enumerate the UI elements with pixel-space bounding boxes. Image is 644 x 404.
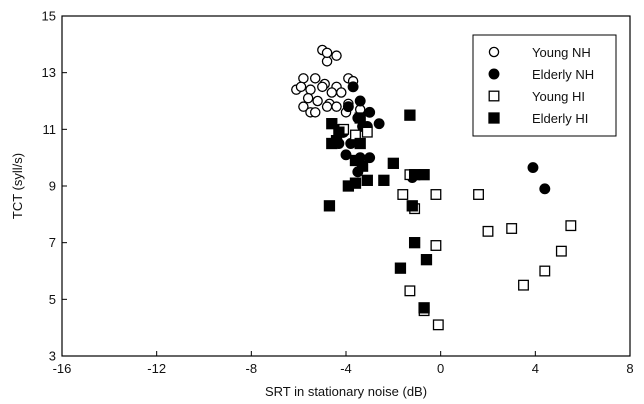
young-hi-point: [506, 223, 518, 234]
x-tick-label: 8: [626, 361, 633, 376]
legend-marker: [488, 46, 500, 58]
x-tick-label: 0: [437, 361, 444, 376]
data-points: [291, 44, 577, 331]
young-nh-point: [331, 50, 342, 61]
young-hi-point: [518, 279, 529, 291]
young-nh-point: [336, 87, 347, 98]
young-hi-point: [473, 189, 484, 200]
x-axis-ticks: -16 -12 -8 -4 0 4 8: [53, 351, 634, 376]
elderly-hi-point: [354, 137, 366, 150]
legend-marker: [488, 112, 500, 124]
young-nh-point: [309, 73, 321, 84]
legend-label: Elderly NH: [532, 67, 594, 82]
elderly-hi-point: [349, 154, 362, 167]
x-axis-label: SRT in stationary noise (dB): [265, 384, 427, 399]
elderly-hi-point: [406, 200, 418, 212]
young-nh-point: [295, 81, 307, 93]
young-hi-point: [565, 220, 577, 232]
elderly-nh-point: [527, 162, 539, 174]
young-hi-point: [430, 189, 442, 200]
elderly-hi-point: [326, 118, 338, 130]
young-nh-point: [317, 81, 328, 93]
y-tick-label: 9: [49, 179, 56, 194]
elderly-hi-point: [418, 169, 430, 181]
elderly-nh-point: [373, 118, 385, 130]
elderly-hi-point: [387, 157, 399, 169]
y-tick-label: 3: [49, 349, 56, 364]
young-nh-point: [298, 73, 309, 84]
young-hi-point: [361, 126, 373, 138]
young-nh-point: [331, 101, 342, 112]
legend-marker: [488, 68, 500, 80]
young-hi-point: [404, 285, 416, 297]
y-tick-label: 13: [42, 65, 56, 80]
y-tick-label: 15: [42, 9, 56, 24]
y-axis-label: TCT (syll/s): [10, 153, 25, 219]
y-tick-label: 7: [49, 235, 56, 250]
young-nh-point: [321, 56, 333, 67]
legend-label: Young NH: [532, 45, 591, 60]
elderly-hi-point: [354, 112, 366, 124]
young-nh-point: [305, 84, 316, 95]
elderly-nh-point: [342, 101, 354, 113]
elderly-nh-point: [364, 106, 376, 118]
elderly-nh-point: [347, 81, 359, 93]
y-tick-label: 11: [43, 122, 57, 137]
elderly-hi-point: [356, 160, 369, 172]
x-tick-label: -8: [246, 361, 258, 376]
young-hi-point: [432, 319, 444, 331]
elderly-hi-point: [404, 109, 416, 121]
elderly-hi-point: [330, 135, 343, 147]
legend: Young NH Elderly NH Young HI Elderly HI: [472, 34, 617, 137]
elderly-hi-point: [394, 262, 407, 274]
elderly-hi-point: [361, 174, 373, 186]
young-hi-point: [430, 240, 442, 251]
elderly-nh-point: [354, 95, 366, 107]
elderly-nh-point: [364, 152, 376, 164]
elderly-hi-point: [408, 237, 421, 249]
young-nh-point: [302, 92, 314, 104]
elderly-hi-point: [323, 200, 336, 212]
elderly-hi-point: [420, 254, 433, 266]
elderly-nh-point: [340, 149, 352, 161]
x-tick-label: -12: [147, 361, 166, 376]
young-nh-point: [321, 47, 333, 59]
young-nh-point: [298, 101, 309, 112]
young-nh-point: [312, 95, 323, 107]
young-hi-point: [482, 225, 494, 237]
young-nh-point: [321, 101, 333, 112]
y-axis-ticks: 3 5 7 9 11 13 15: [42, 9, 67, 364]
legend-label: Elderly HI: [532, 111, 588, 126]
x-tick-label: 4: [532, 361, 539, 376]
young-hi-point: [555, 245, 567, 257]
elderly-hi-point: [408, 169, 421, 181]
legend-label: Young HI: [532, 89, 585, 104]
elderly-hi-point: [378, 174, 390, 186]
young-nh-point: [309, 107, 321, 118]
elderly-hi-point: [349, 177, 362, 189]
y-tick-label: 5: [49, 292, 56, 307]
legend-marker: [488, 90, 500, 102]
young-hi-point: [397, 189, 409, 200]
young-hi-point: [539, 265, 551, 277]
young-nh-point: [326, 87, 338, 98]
x-tick-label: -16: [53, 361, 72, 376]
elderly-hi-point: [418, 302, 430, 314]
elderly-nh-point: [539, 183, 551, 195]
x-tick-label: -4: [340, 361, 352, 376]
